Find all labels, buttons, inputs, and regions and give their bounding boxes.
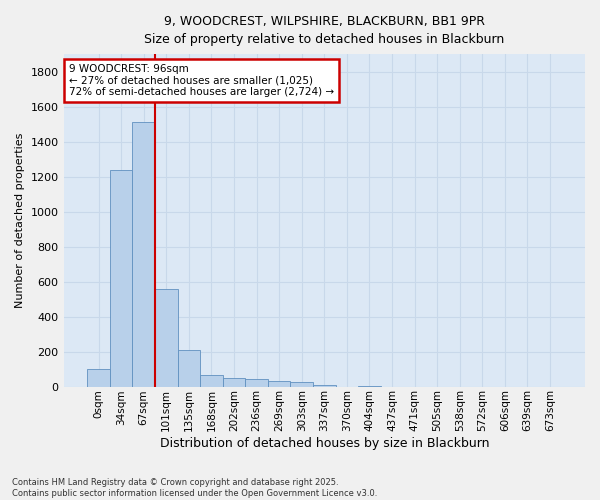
Bar [200, 374, 223, 386]
Bar [178, 350, 200, 387]
Bar [110, 170, 133, 386]
X-axis label: Distribution of detached houses by size in Blackburn: Distribution of detached houses by size … [160, 437, 489, 450]
Bar [268, 382, 290, 386]
Text: 9 WOODCREST: 96sqm
← 27% of detached houses are smaller (1,025)
72% of semi-deta: 9 WOODCREST: 96sqm ← 27% of detached hou… [69, 64, 334, 98]
Bar [290, 382, 313, 386]
Bar [245, 379, 268, 386]
Bar [87, 369, 110, 386]
Bar [313, 385, 335, 386]
Text: Contains HM Land Registry data © Crown copyright and database right 2025.
Contai: Contains HM Land Registry data © Crown c… [12, 478, 377, 498]
Bar [155, 288, 178, 386]
Title: 9, WOODCREST, WILPSHIRE, BLACKBURN, BB1 9PR
Size of property relative to detache: 9, WOODCREST, WILPSHIRE, BLACKBURN, BB1 … [144, 15, 505, 46]
Bar [133, 122, 155, 386]
Bar [223, 378, 245, 386]
Y-axis label: Number of detached properties: Number of detached properties [15, 132, 25, 308]
